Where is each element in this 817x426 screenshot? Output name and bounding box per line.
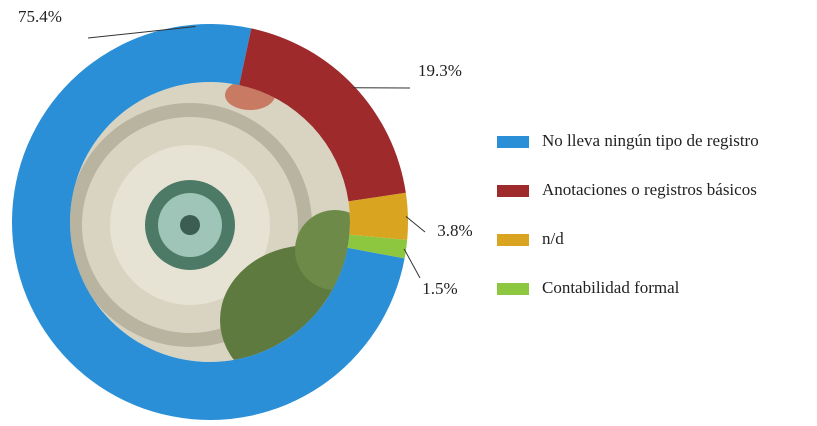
data-label: 3.8% (437, 221, 472, 240)
leader-line (406, 216, 425, 232)
legend-label: n/d (542, 229, 564, 248)
legend-label: No lleva ningún tipo de registro (542, 131, 759, 150)
legend-swatch (497, 136, 529, 148)
legend-swatch (497, 185, 529, 197)
legend-label: Anotaciones o registros básicos (542, 180, 757, 199)
data-label: 1.5% (422, 279, 457, 298)
legend-label: Contabilidad formal (542, 278, 680, 297)
data-label: 75.4% (18, 7, 62, 26)
data-label: 19.3% (418, 61, 462, 80)
legend-swatch (497, 283, 529, 295)
leader-line (404, 249, 420, 278)
legend-swatch (497, 234, 529, 246)
